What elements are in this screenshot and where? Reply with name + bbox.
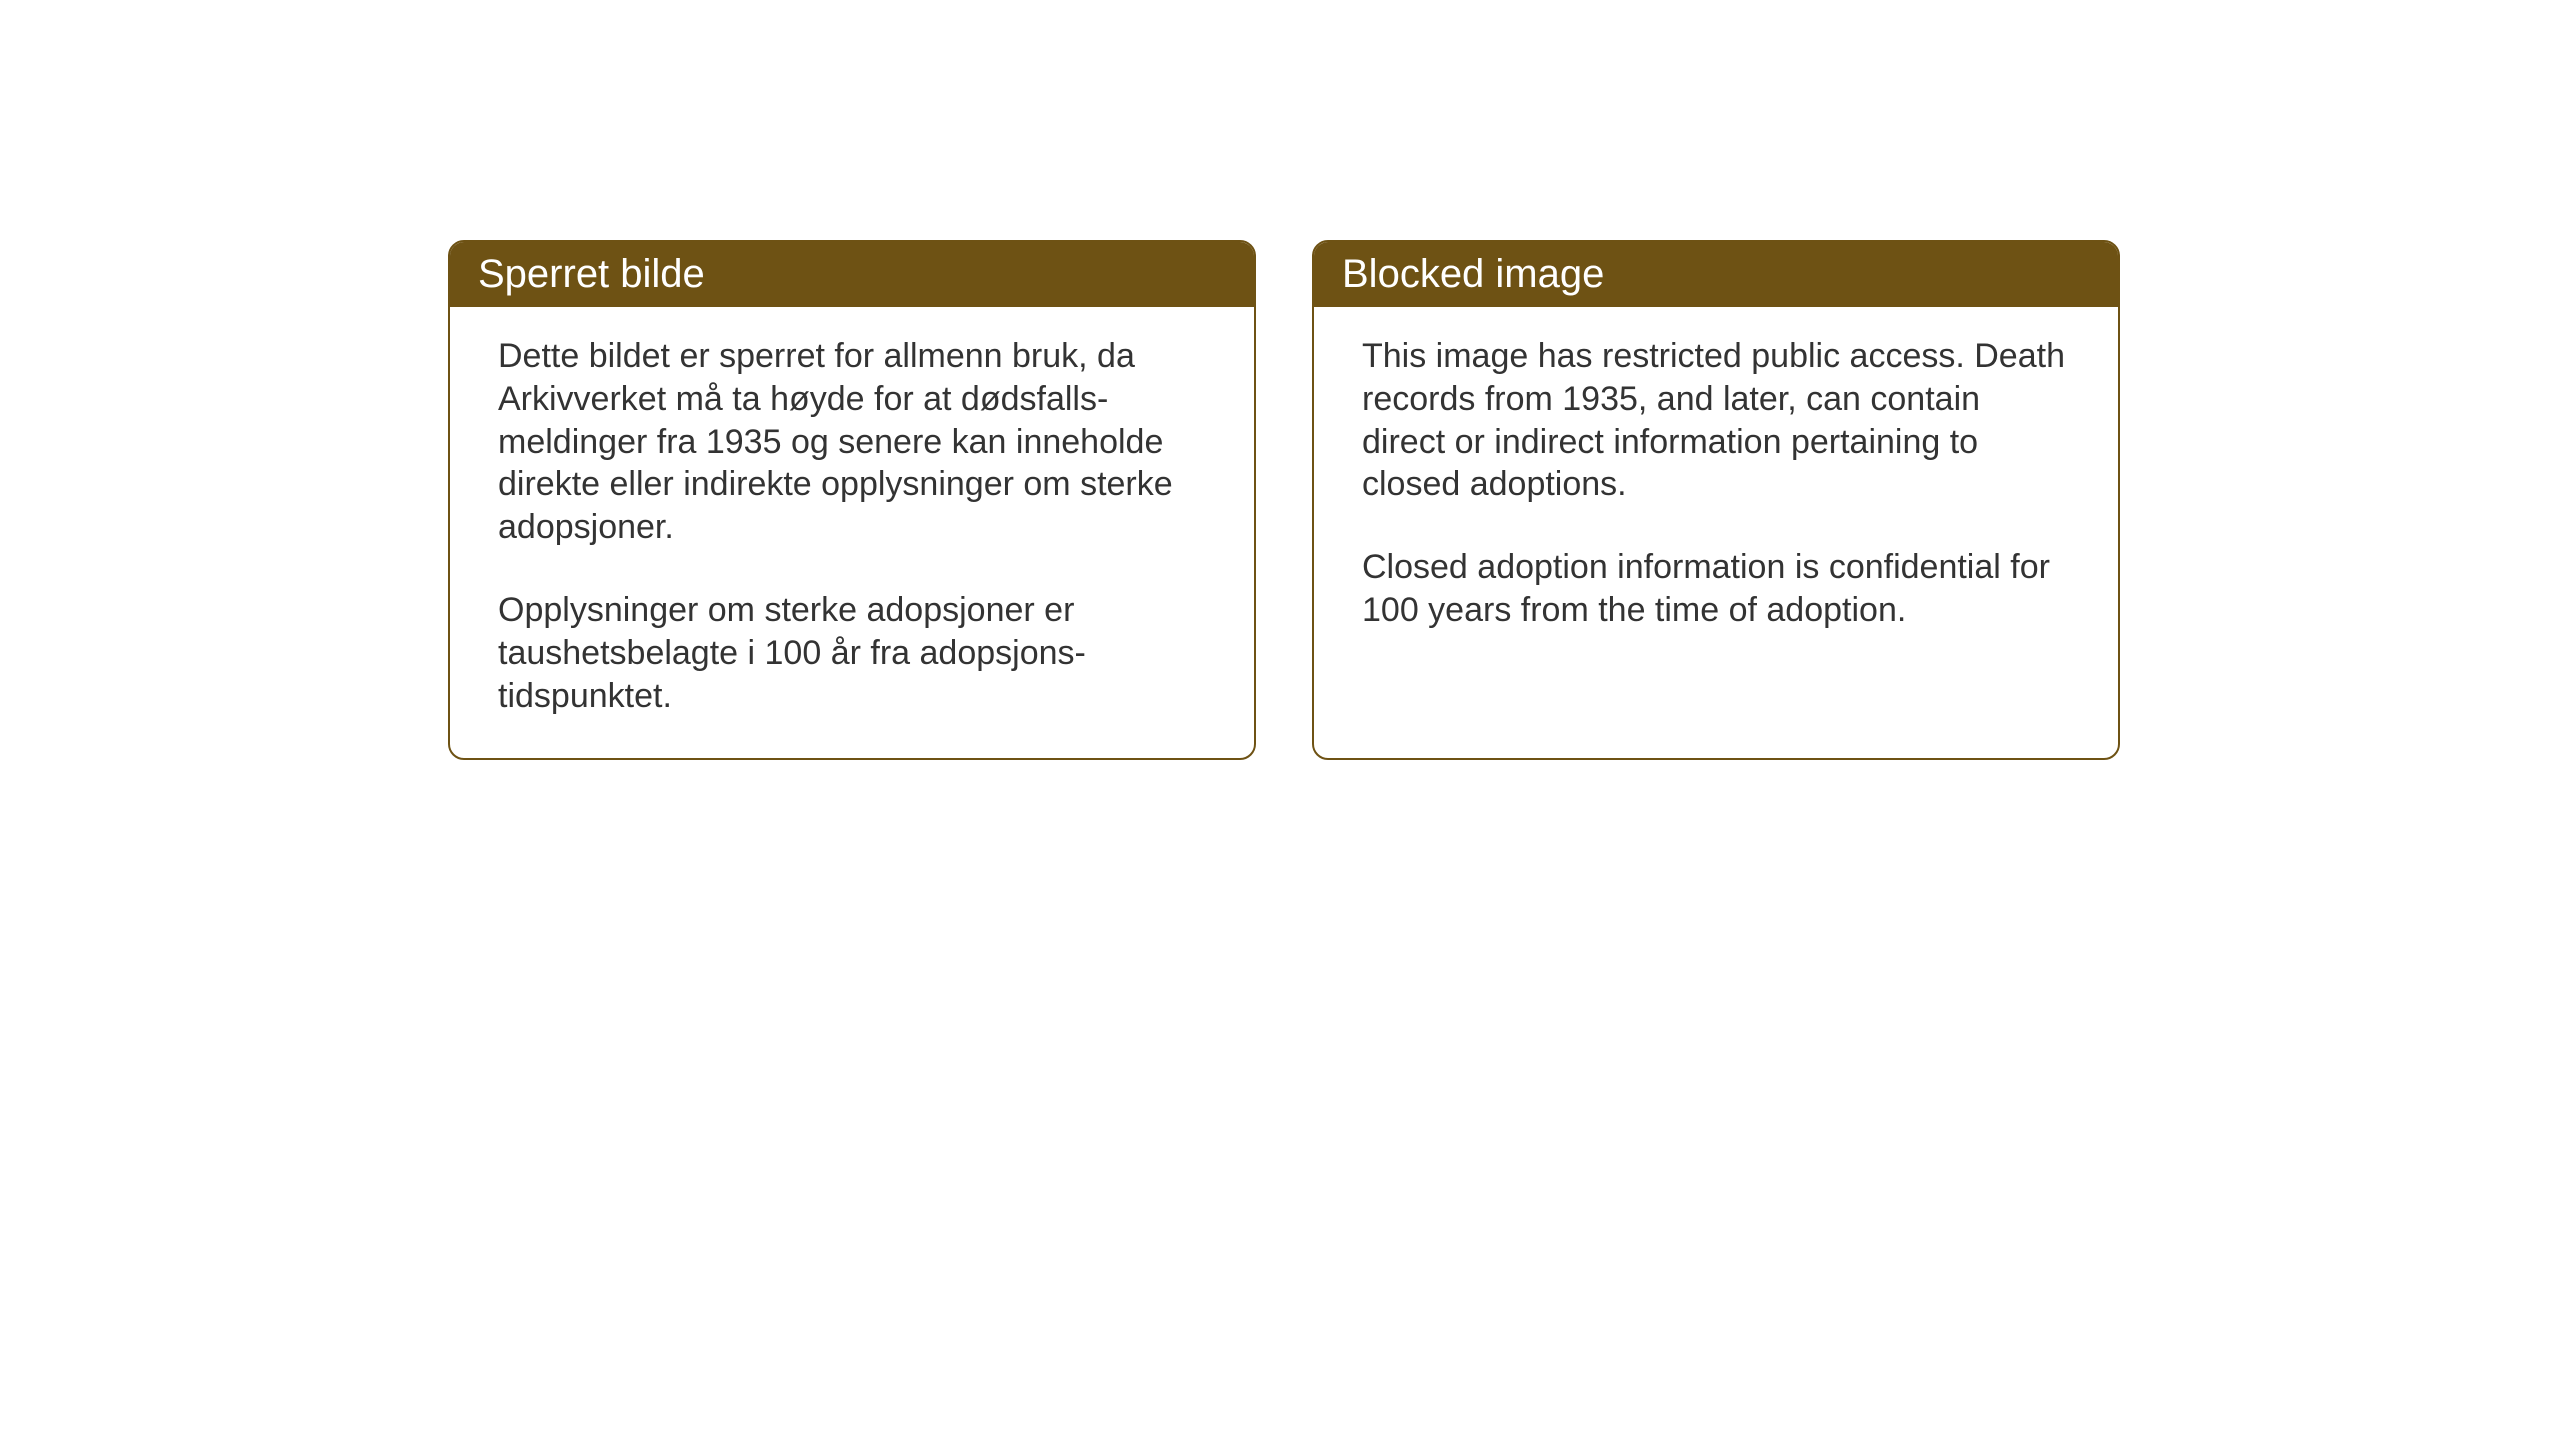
card-body-english: This image has restricted public access.…: [1314, 307, 2118, 672]
card-norwegian: Sperret bilde Dette bildet er sperret fo…: [448, 240, 1256, 760]
cards-container: Sperret bilde Dette bildet er sperret fo…: [448, 240, 2120, 760]
card-header-english: Blocked image: [1314, 242, 2118, 307]
card-english: Blocked image This image has restricted …: [1312, 240, 2120, 760]
card-body-norwegian: Dette bildet er sperret for allmenn bruk…: [450, 307, 1254, 758]
card-paragraph-1-norwegian: Dette bildet er sperret for allmenn bruk…: [498, 335, 1206, 549]
card-header-norwegian: Sperret bilde: [450, 242, 1254, 307]
card-paragraph-2-english: Closed adoption information is confident…: [1362, 546, 2070, 632]
card-paragraph-1-english: This image has restricted public access.…: [1362, 335, 2070, 506]
card-paragraph-2-norwegian: Opplysninger om sterke adopsjoner er tau…: [498, 589, 1206, 717]
